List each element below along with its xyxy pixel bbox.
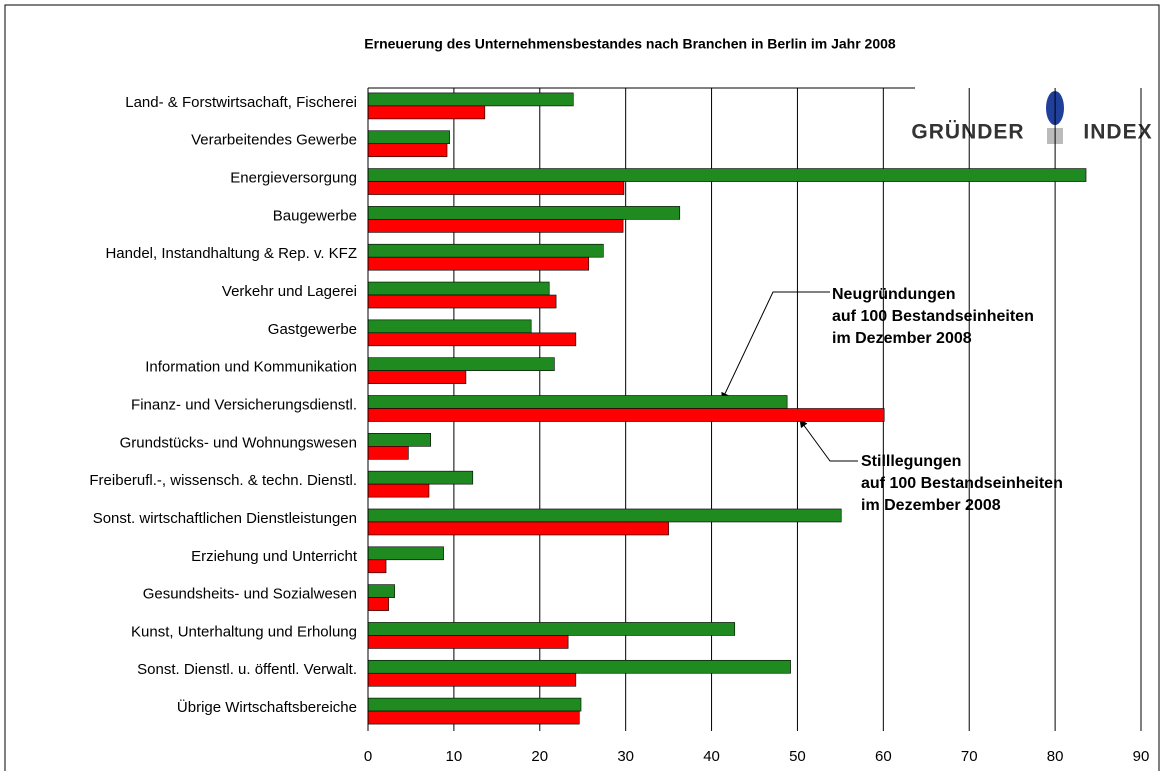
y-tick-label: Sonst. Dienstl. u. öffentl. Verwalt.	[137, 661, 357, 678]
y-tick-label: Energieversorgung	[230, 170, 357, 187]
y-tick-label: Erziehung und Unterricht	[191, 548, 358, 565]
bar	[367, 508, 842, 523]
y-tick-label: Verkehr und Lagerei	[222, 283, 357, 300]
annotation: Neugründungen	[832, 286, 956, 303]
bar	[367, 219, 624, 233]
bar	[367, 559, 387, 574]
arrow	[721, 291, 830, 401]
bar	[367, 256, 590, 271]
bar	[367, 483, 430, 498]
y-tick-label: Baugewerbe	[273, 207, 357, 224]
x-tick-label: 10	[446, 748, 463, 765]
bar	[367, 168, 1087, 182]
x-tick-label: 0	[364, 748, 372, 765]
x-tick-label: 80	[1047, 748, 1064, 765]
bar	[367, 181, 625, 195]
bar	[367, 281, 550, 296]
bar	[367, 622, 736, 636]
y-tick-label: Freiberufl.-, wissensch. & techn. Dienst…	[89, 472, 357, 489]
bar	[367, 710, 580, 725]
bar	[367, 470, 474, 485]
y-tick-label: Finanz- und Versicherungsdienstl.	[131, 396, 357, 413]
x-tick-label: 70	[961, 748, 978, 765]
bar	[367, 395, 788, 409]
bar	[367, 105, 486, 120]
bar	[367, 584, 395, 598]
x-tick-label: 40	[703, 748, 720, 765]
annotation: Stilllegungen	[861, 453, 961, 470]
bar	[367, 672, 577, 687]
x-tick-label: 60	[875, 748, 892, 765]
bar	[367, 130, 450, 145]
y-tick-label: Land- & Forstwirtsachaft, Fischerei	[125, 94, 357, 111]
bar	[367, 370, 467, 384]
annotation-arrows	[721, 291, 858, 462]
bar	[367, 659, 791, 674]
bar	[367, 446, 409, 460]
bar	[367, 521, 669, 536]
logo-text: GRÜNDER	[911, 121, 1024, 144]
y-tick-label: Gastgewerbe	[268, 321, 357, 338]
bar	[367, 206, 681, 220]
annotation: im Dezember 2008	[832, 330, 972, 347]
bar	[367, 546, 444, 561]
bar	[367, 143, 448, 158]
bar	[367, 332, 577, 347]
arrow	[799, 419, 858, 462]
logo-text: INDEX	[1083, 121, 1152, 144]
bar	[367, 92, 574, 107]
y-tick-label: Kunst, Unterhaltung und Erholung	[131, 623, 357, 640]
bar	[367, 294, 557, 309]
chart-title: Erneuerung des Unternehmensbestandes nac…	[364, 36, 896, 52]
bar	[367, 697, 582, 712]
x-tick-label: 50	[789, 748, 806, 765]
bar	[367, 319, 532, 334]
y-tick-label: Handel, Instandhaltung & Rep. v. KFZ	[105, 245, 357, 262]
x-tick-label: 20	[531, 748, 548, 765]
bar	[367, 433, 431, 447]
x-tick-label: 90	[1133, 748, 1150, 765]
y-tick-label: Sonst. wirtschaftlichen Dienstleistungen	[93, 510, 357, 527]
y-tick-label: Grundstücks- und Wohnungswesen	[120, 434, 357, 451]
frame	[4, 4, 1160, 771]
y-tick-label: Übrige Wirtschaftsbereiche	[177, 698, 357, 716]
bar	[367, 357, 555, 371]
bar	[367, 408, 885, 422]
bar	[367, 243, 604, 258]
x-tick-label: 30	[617, 748, 634, 765]
bar	[367, 635, 569, 649]
annotation: auf 100 Bestandseinheiten	[861, 475, 1063, 492]
bar	[367, 597, 389, 611]
y-tick-label: Verarbeitendes Gewerbe	[191, 132, 357, 149]
y-tick-label: Information und Kommunikation	[145, 359, 357, 376]
annotation: auf 100 Bestandseinheiten	[832, 308, 1034, 325]
y-tick-label: Gesundsheits- und Sozialwesen	[143, 586, 357, 603]
annotation: im Dezember 2008	[861, 497, 1001, 514]
